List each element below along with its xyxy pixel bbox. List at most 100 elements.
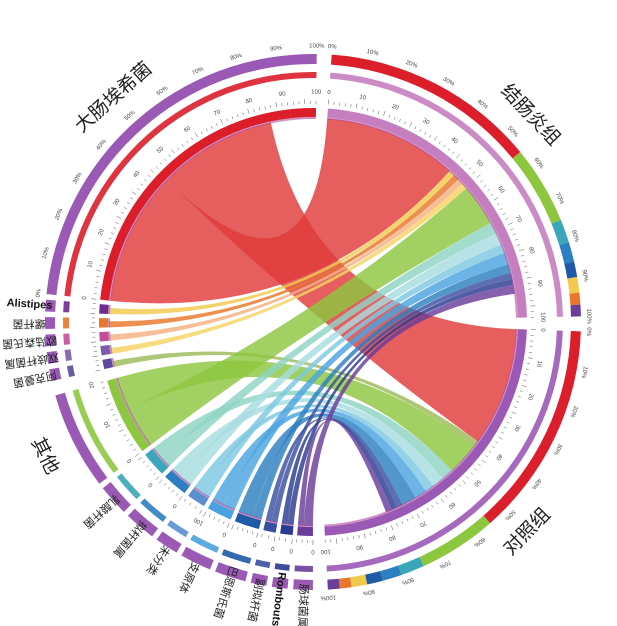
group-label-alistipes: Alistipes: [6, 297, 53, 312]
tick-label-jieyan: 40: [450, 137, 459, 146]
tick-shuangqi: [92, 355, 98, 358]
tick-duizhao: [503, 426, 507, 429]
percent-tick-ecoli: 70%: [191, 66, 205, 77]
tick-label-nigan: 0: [172, 502, 179, 509]
tick-ecoli: [168, 154, 171, 158]
tick-qita: [100, 381, 104, 383]
group-label-oulu: 欧陆森氏菌: [2, 334, 58, 352]
tick-ecoli: [171, 149, 175, 154]
tick-ecoli: [200, 131, 203, 135]
chords-layer: [109, 118, 517, 526]
tick-rusuan: [137, 457, 143, 461]
percent-tick-jieyan: 50%: [506, 126, 519, 139]
tick-label-jieyan: 20: [391, 104, 400, 112]
tick-duizhao: [358, 535, 360, 539]
tick-label-ecoli: 60: [183, 125, 192, 134]
tick-label-duizhao: 60: [446, 501, 455, 510]
tick-ecoli: [159, 162, 163, 165]
ticks-layer: 01020304050607080901000%10%20%30%40%50%6…: [36, 43, 592, 600]
tick-akeman: [95, 369, 101, 372]
tick-label-zhiyuanti: 10: [195, 517, 204, 526]
tick-jieyan: [518, 248, 524, 252]
tick-baensi: [241, 528, 244, 532]
arc-inner-kuangtou: [265, 519, 278, 524]
percent-tick-duizhao: 90%: [362, 588, 376, 596]
tick-label-qita: 20: [88, 380, 96, 389]
tick-ecoli: [191, 137, 194, 141]
composition-jieyan-6: [569, 292, 581, 306]
tick-duizhao: [364, 533, 366, 539]
percent-tick-ecoli: 20%: [54, 207, 64, 221]
tick-jieyan: [480, 180, 483, 183]
tick-label-jieyan: 0: [327, 90, 331, 96]
tick-duizhao: [454, 487, 457, 491]
tick-duizhao: [517, 395, 521, 398]
tick-jieyan: [468, 167, 472, 170]
tick-duizhao: [391, 525, 394, 531]
tick-qita: [115, 419, 119, 421]
tick-duizhao: [524, 374, 528, 376]
tick-ecoli: [177, 147, 180, 151]
tick-label-ecoli: 90: [279, 91, 287, 98]
tick-ecoli: [124, 207, 127, 210]
tick-ecoli: [215, 123, 218, 127]
tick-label-jieyan: 60: [496, 186, 505, 195]
tick-qita: [126, 439, 130, 442]
tick-ecoli: [144, 179, 147, 182]
composition-luoganjun: [45, 317, 56, 329]
tick-duizhao: [458, 484, 461, 487]
chord-ecoli-jieyan: [110, 118, 450, 304]
tick-label-ecoli: 0: [82, 295, 88, 300]
percent-tick-jieyan: 20%: [405, 60, 419, 70]
tick-jieyan: [388, 114, 391, 118]
tick-ecoli: [155, 166, 159, 169]
percent-tick-jieyan: 90%: [581, 269, 589, 283]
tick-zhiyuanti: [213, 516, 216, 520]
percent-tick-ecoli: 0%: [36, 288, 43, 298]
tick-ecoli: [220, 118, 223, 124]
tick-label-ecoli: 50: [156, 146, 165, 155]
tick-label-jieyan: 80: [527, 246, 535, 255]
arc-inner-changqiu: [297, 524, 313, 527]
tick-jieyan: [372, 109, 374, 113]
tick-label-zhiyuanti: 0: [221, 530, 227, 537]
tick-qita: [123, 434, 127, 437]
arc-inner-qita: [115, 377, 152, 446]
tick-ecoli: [163, 158, 167, 162]
tick-jieyan: [433, 136, 438, 141]
composition-duizhao-5: [350, 574, 368, 588]
tick-label-weifenlei: 0: [193, 516, 199, 523]
ring-zhiyuanti: [190, 534, 220, 553]
composition-rusuan: [102, 482, 131, 512]
tick-jieyan: [502, 213, 506, 215]
tick-baensi: [251, 531, 254, 535]
arc-romboutsia: [280, 524, 294, 536]
tick-jieyan: [367, 107, 369, 111]
tick-rusuan: [142, 461, 146, 464]
tick-jieyan: [525, 271, 529, 273]
tick-ecoli: [237, 114, 239, 118]
tick-label-ecoli: 10: [87, 260, 95, 269]
arc-zhiyuanti: [207, 500, 235, 520]
tick-ecoli: [130, 197, 133, 200]
tick-jieyan: [515, 238, 518, 241]
tick-ecoli: [150, 169, 155, 173]
composition-nigan: [127, 508, 159, 537]
tick-jieyan: [510, 228, 514, 231]
group-label-rusuan: 乳酸杆菌: [81, 492, 123, 532]
composition-duizhao-6: [338, 577, 352, 589]
tick-akeman: [96, 365, 100, 367]
tick-duizhao: [511, 411, 517, 415]
composition-jieyan-1: [512, 152, 561, 224]
tick-duizhao: [521, 385, 527, 388]
tick-duizhao: [515, 401, 519, 403]
tick-jieyan: [443, 144, 446, 148]
tick-jieyan: [483, 184, 487, 187]
percent-tick-duizhao: 30%: [552, 442, 563, 456]
tick-ecoli: [205, 128, 208, 132]
tick-label-duizhao: 0: [539, 328, 545, 332]
tick-duizhao: [526, 363, 531, 365]
ring-weifenlei: [167, 520, 189, 538]
tick-duizhao: [336, 538, 338, 544]
tick-akeman: [95, 360, 99, 362]
